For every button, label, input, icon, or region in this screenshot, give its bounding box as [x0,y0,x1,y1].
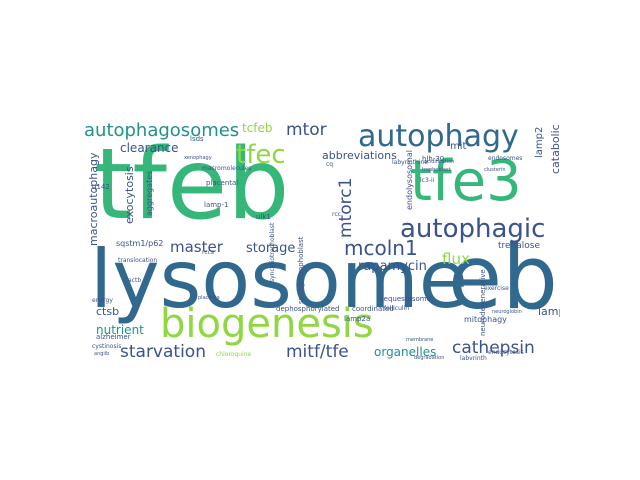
word-cq: cq [326,161,334,168]
word-clusterin: clusterin [484,167,506,173]
word-syncytiotrophoblast: syncytiotrophoblast [269,222,276,282]
word-mitophagy: mitophagy [464,315,507,324]
word-macromolecules: macromolecules [202,165,252,172]
word-endosomes: endosomes [488,155,523,162]
word-chloroquine: chloroquine [216,351,252,358]
word-lamp2a: lamp2a [344,315,371,323]
word-nutrient: nutrient [96,323,144,337]
word-macroautophagy: macroautophagy [87,152,100,246]
word-mitf-tfe: mitf/tfe [286,342,349,361]
word-abbreviations: abbreviations [322,149,397,162]
word-master: master [170,238,223,256]
word-rapamycin: rapamycin [358,259,427,274]
word-endocytosis: endocytosis [488,349,524,356]
word-flux: flux [442,250,470,268]
word-rccs: rccs [202,249,215,256]
word-tfe3: tfe3 [410,149,522,214]
word-exercise: exercise [484,285,509,292]
word-catabolic: catabolic [549,124,560,174]
word-degradation: degradation [414,355,445,361]
word-ctsb: ctsb [96,305,120,318]
word-starvation: starvation [120,342,206,361]
word-folliculin: folliculin [384,305,410,312]
word-exocytosis: exocytosis [123,166,136,224]
word-eb: eb [448,226,558,329]
word-mtorc1: mtorc1 [336,177,356,238]
word-trophoblast: trophoblast [422,167,451,173]
word-lamp1: lamp1 [538,305,560,318]
word-hlh-30: hlh-30 [422,155,445,163]
word-autophagic: autophagic [400,214,546,244]
word-lysosome: lysosome [90,233,468,326]
word-actb: actb [128,277,142,284]
word-aggregates: aggregates [145,170,154,216]
word-rcc: rcc [332,211,341,218]
word-sqstm1-p62: sqstm1/p62 [116,239,164,248]
word-tcfeb: tcfeb [242,121,273,135]
word-mit: mit [450,141,467,152]
word-labyrinth: labyrinth [460,355,487,361]
word-q142: q142 [92,183,110,191]
word-lamp2: lamp2 [534,126,545,158]
word-membrane: membrane [406,337,434,343]
word-lamp-1: lamp-1 [204,201,229,209]
word-clearance: clearance [120,141,179,155]
word-tfeb: tfeb [94,128,290,242]
word-dephosphorylated: dephosphorylated [276,305,340,313]
word-lc3-ii: lc3-ii [420,177,435,184]
word-coordinated: coordinated [352,305,394,313]
word-cloud: tfeb lysosome eb tfe3 biogenesis autopha… [80,120,560,360]
word-tfec: tfec [236,140,286,170]
word-mtor: mtor [286,120,327,140]
word-neuroglobin: neuroglobin [492,309,522,315]
word-labyrinthine: labyrinthine [392,159,428,166]
word-sequestosome: sequestosome [380,295,431,303]
word-trehalose: trehalose [498,241,541,251]
word-autophagosomes: autophagosomes [84,120,240,141]
word-organelles: organelles [374,345,437,359]
word-cathepsin: cathepsin [452,338,535,358]
word-cystinosis: cystinosis [92,343,122,350]
word-angiib: angiib [94,351,110,357]
word-neurodegenerative: neurodegenerative [479,269,487,336]
word-mcoln1: mcoln1 [344,236,418,260]
word-biogenesis: biogenesis [160,301,374,347]
word-placental: placental [206,179,239,187]
word-ulk1: ulk1 [256,213,271,221]
word-alzheimer: alzheimer [96,333,131,341]
word-energy: energy [92,297,113,304]
word-storage: storage [246,241,296,256]
word-translocation: translocation [118,257,158,264]
word-placenta: placenta [198,295,220,301]
word-lsds: lsds [190,135,204,143]
word-acidification: acidification [424,159,455,165]
word-autophagy: autophagy [358,120,519,154]
word-spongiotrophoblast: spongiotrophoblast [297,236,305,304]
word-xenophagy: xenophagy [184,155,212,161]
